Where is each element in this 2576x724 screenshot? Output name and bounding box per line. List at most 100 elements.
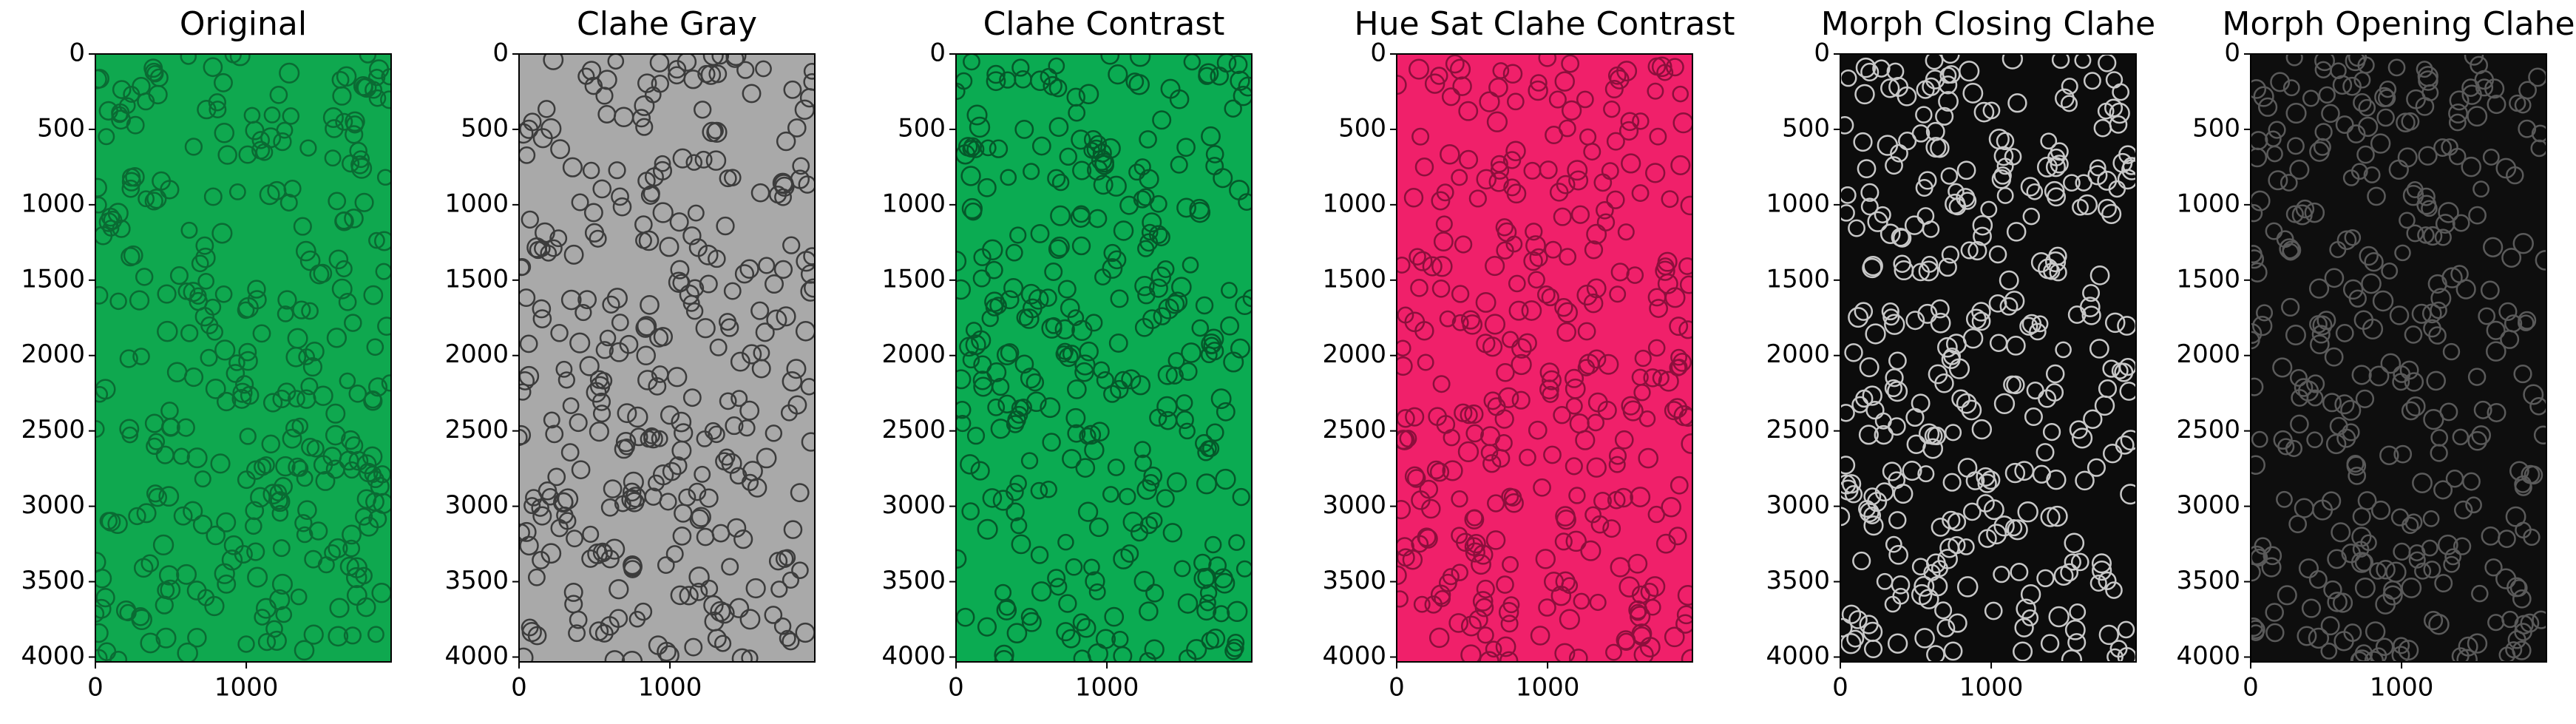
cell xyxy=(1902,461,1922,481)
cell xyxy=(1613,487,1633,508)
cell xyxy=(1011,534,1031,555)
cell xyxy=(2405,396,2426,417)
cell xyxy=(366,338,384,356)
cell xyxy=(2437,534,2458,555)
cell xyxy=(1494,409,1514,429)
cell xyxy=(544,239,563,257)
cell xyxy=(550,139,571,160)
y-tick-label: 2500 xyxy=(2176,415,2240,444)
cell xyxy=(1891,227,1911,247)
cell xyxy=(2109,640,2128,658)
cell xyxy=(206,323,223,341)
y-tick-label: 3000 xyxy=(2176,490,2240,520)
cell xyxy=(355,507,373,526)
cell xyxy=(214,285,233,303)
cell xyxy=(2263,546,2282,566)
cell xyxy=(2302,89,2320,107)
cell xyxy=(1568,649,1588,662)
cell xyxy=(2310,334,2330,355)
cell xyxy=(1630,487,1651,507)
cell xyxy=(2376,560,2396,580)
cell xyxy=(1587,349,1607,369)
y-tick-label: 500 xyxy=(1338,113,1386,143)
cell xyxy=(1026,391,1047,413)
x-tick-label: 0 xyxy=(1832,673,1848,703)
cell xyxy=(262,393,283,413)
y-tick-label: 4000 xyxy=(1322,641,1386,671)
cell xyxy=(1960,241,1979,260)
y-tick-label: 3500 xyxy=(1766,566,1830,595)
cell xyxy=(2040,132,2058,150)
cell xyxy=(2324,268,2345,288)
cell xyxy=(180,324,199,342)
cell xyxy=(750,183,770,203)
y-tick-label: 1500 xyxy=(1322,264,1386,294)
cell xyxy=(1070,207,1091,228)
cell xyxy=(2428,614,2450,635)
cell xyxy=(1072,613,1091,632)
cell xyxy=(368,231,385,249)
cell xyxy=(2281,297,2300,317)
cell xyxy=(2089,339,2109,359)
cell xyxy=(275,606,293,623)
cell xyxy=(302,356,323,377)
cell xyxy=(2484,558,2503,577)
cell xyxy=(1993,166,2012,185)
cell xyxy=(755,60,772,78)
cell xyxy=(1888,76,1909,97)
cell xyxy=(2427,274,2447,294)
cell xyxy=(688,566,710,588)
cell xyxy=(345,125,364,144)
cell xyxy=(1072,205,1091,223)
cell xyxy=(977,177,997,197)
cell xyxy=(2396,112,2416,132)
cell xyxy=(1543,445,1562,464)
y-tick-label: 0 xyxy=(492,38,509,68)
cell xyxy=(1996,158,2014,175)
cell xyxy=(2370,133,2391,154)
cell xyxy=(519,424,532,445)
cell xyxy=(95,569,112,589)
cell xyxy=(795,321,815,342)
cell xyxy=(95,598,112,619)
cell xyxy=(362,446,383,467)
cell xyxy=(1602,519,1621,538)
cell xyxy=(1110,289,1129,308)
cell xyxy=(1193,553,1212,572)
y-tick-label: 1000 xyxy=(2176,189,2240,218)
cell xyxy=(1426,460,1446,480)
cell xyxy=(2105,71,2123,89)
cell xyxy=(682,294,700,312)
cell xyxy=(1609,285,1627,303)
cell xyxy=(1459,149,1479,169)
cell xyxy=(1409,58,1430,80)
cell xyxy=(1177,593,1199,614)
cell xyxy=(1529,248,1548,267)
cell xyxy=(1205,342,1224,361)
cell xyxy=(209,101,227,119)
cell xyxy=(2453,537,2472,555)
cell xyxy=(1213,605,1230,623)
cell xyxy=(1077,501,1099,522)
cell xyxy=(677,54,697,72)
cell xyxy=(195,247,216,268)
cell xyxy=(991,377,1010,396)
cell xyxy=(1403,188,1424,208)
cell xyxy=(1880,78,1900,98)
cell xyxy=(2513,364,2532,384)
cell xyxy=(519,123,534,144)
image-cells xyxy=(95,54,391,662)
cell xyxy=(1564,368,1584,388)
cell xyxy=(1841,474,1862,494)
x-tick-label: 0 xyxy=(948,673,964,703)
cell xyxy=(214,72,233,92)
cell xyxy=(691,507,711,527)
cell xyxy=(2019,317,2038,336)
cell xyxy=(2004,291,2025,312)
cell xyxy=(2251,249,2264,269)
cell xyxy=(627,406,648,428)
cell xyxy=(1160,78,1181,99)
cell xyxy=(682,388,702,407)
cell xyxy=(773,260,793,280)
cell xyxy=(2370,500,2391,521)
